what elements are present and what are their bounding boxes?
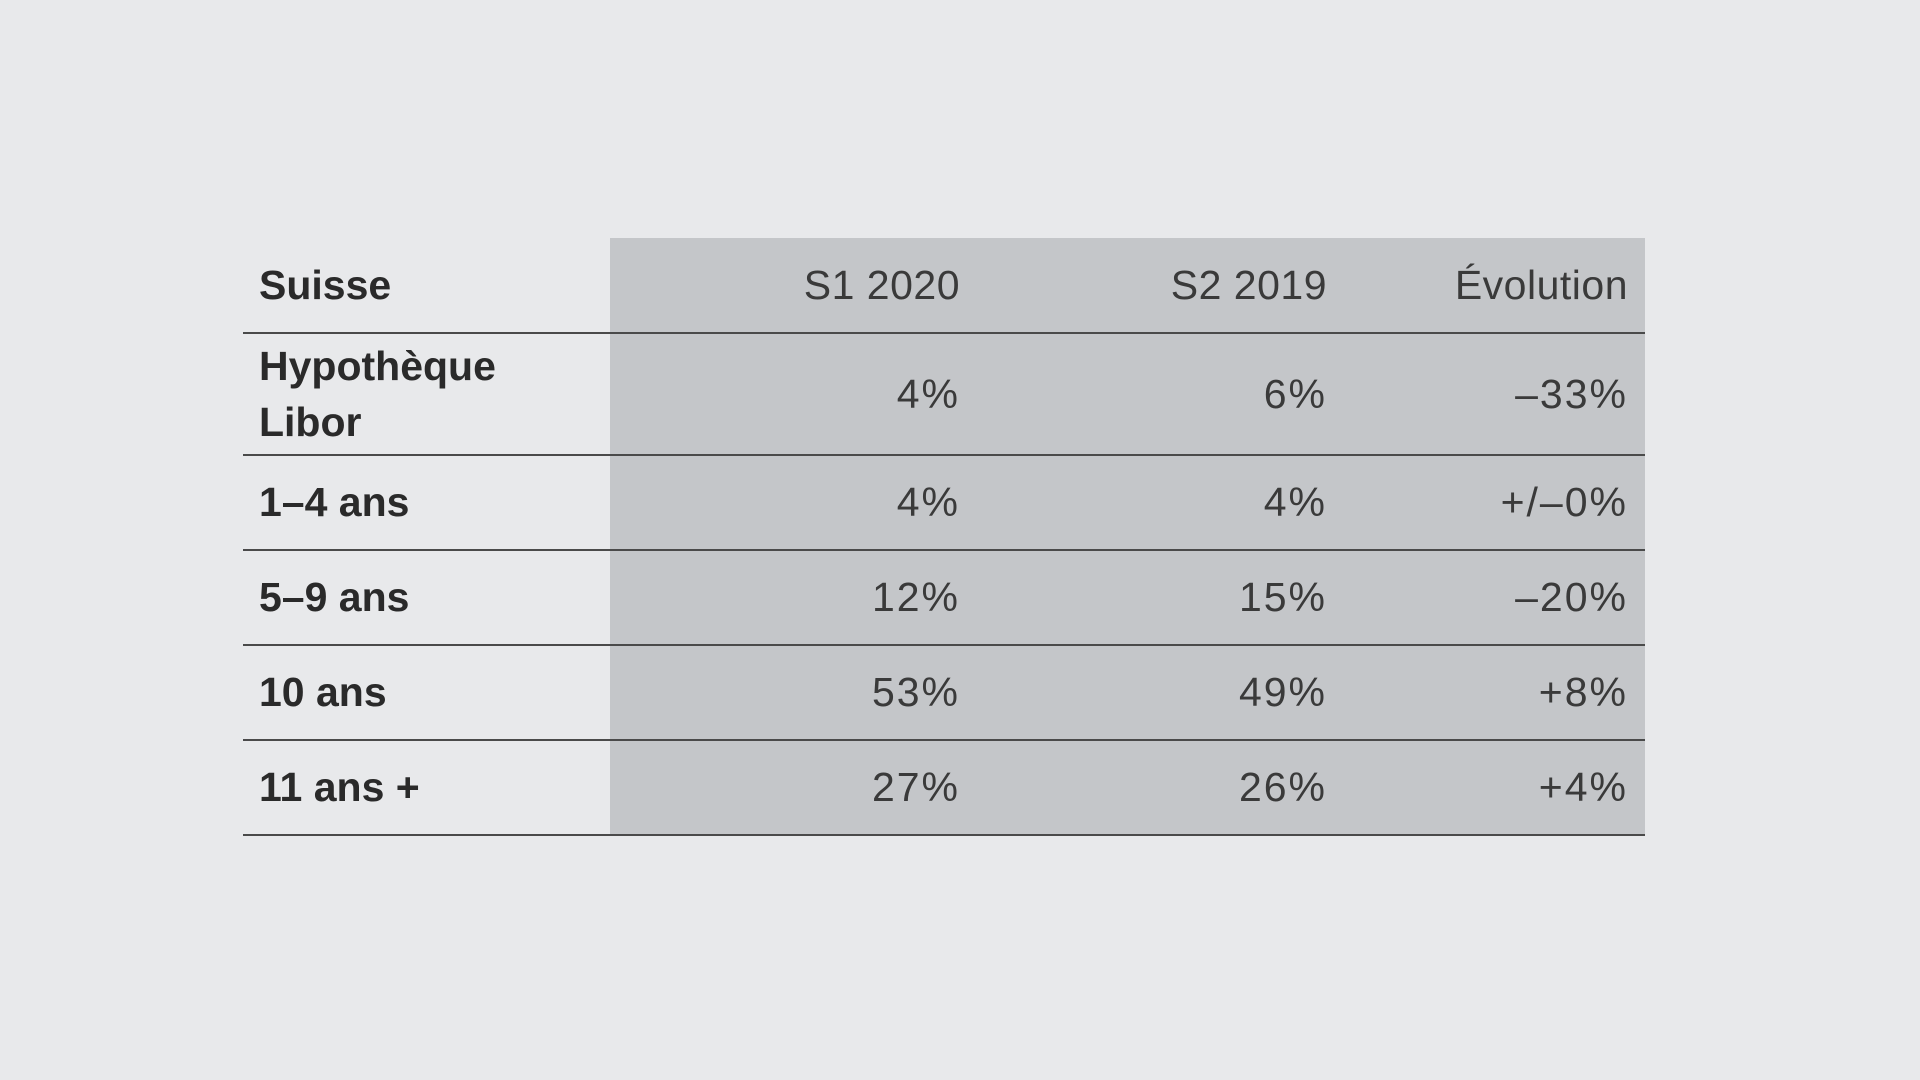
row-label: 11 ans + (243, 740, 610, 836)
cell-s1-2020: 4% (610, 455, 977, 551)
table-row: 5–9 ans 12% 15% –20% (243, 550, 1645, 646)
table-row: 10 ans 53% 49% +8% (243, 645, 1645, 741)
row-label-line: Libor (259, 399, 362, 445)
cell-s1-2020: 53% (610, 645, 977, 741)
table-row: 11 ans + 27% 26% +4% (243, 740, 1645, 836)
cell-evolution: –20% (1344, 550, 1645, 646)
row-label: 5–9 ans (243, 550, 610, 646)
row-label: 10 ans (243, 645, 610, 741)
cell-s2-2019: 15% (977, 550, 1344, 646)
cell-s1-2020: 27% (610, 740, 977, 836)
mortgage-table-container: Suisse S1 2020 S2 2019 Évolution Hypothè… (243, 238, 1645, 836)
table-header-row: Suisse S1 2020 S2 2019 Évolution (243, 238, 1645, 334)
row-label: 1–4 ans (243, 455, 610, 551)
mortgage-share-table: Suisse S1 2020 S2 2019 Évolution Hypothè… (243, 238, 1645, 836)
row-label-line: Hypothèque (259, 343, 496, 389)
cell-s1-2020: 12% (610, 550, 977, 646)
row-label: Hypothèque Libor (243, 333, 610, 456)
column-header-s2-2019: S2 2019 (977, 238, 1344, 334)
cell-evolution: –33% (1344, 333, 1645, 456)
column-header-region: Suisse (243, 238, 610, 334)
cell-s1-2020: 4% (610, 333, 977, 456)
cell-evolution: +4% (1344, 740, 1645, 836)
cell-s2-2019: 6% (977, 333, 1344, 456)
column-header-s1-2020: S1 2020 (610, 238, 977, 334)
cell-s2-2019: 4% (977, 455, 1344, 551)
cell-evolution: +/–0% (1344, 455, 1645, 551)
table-row: Hypothèque Libor 4% 6% –33% (243, 333, 1645, 456)
cell-s2-2019: 49% (977, 645, 1344, 741)
column-header-evolution: Évolution (1344, 238, 1645, 334)
cell-evolution: +8% (1344, 645, 1645, 741)
table-row: 1–4 ans 4% 4% +/–0% (243, 455, 1645, 551)
cell-s2-2019: 26% (977, 740, 1344, 836)
